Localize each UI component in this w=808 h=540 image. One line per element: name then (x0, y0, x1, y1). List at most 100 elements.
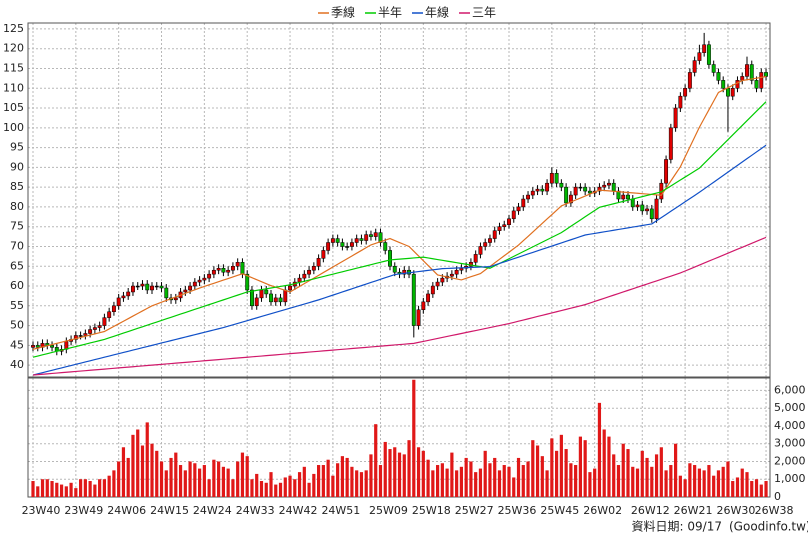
candle-body (521, 198, 526, 208)
candle-body (378, 232, 383, 243)
volume-bar (688, 463, 692, 497)
volume-bar (36, 486, 40, 497)
volume-bar (117, 461, 121, 497)
candle-body (540, 188, 545, 192)
volume-bar (307, 482, 311, 497)
candle-body (240, 262, 245, 275)
volume-bar (502, 465, 506, 497)
candle-body (321, 250, 326, 259)
candle-body (159, 285, 164, 289)
volume-bar (145, 422, 149, 497)
volume-bar (207, 479, 211, 497)
candle-body (759, 72, 764, 89)
candle-body (216, 267, 221, 271)
candle-body (564, 186, 569, 204)
candle-body (307, 269, 312, 275)
volume-bar (245, 456, 249, 497)
candle-body (502, 224, 507, 227)
candle-body (702, 44, 707, 53)
x-tick-label: 24W24 (193, 504, 232, 517)
volume-bar (74, 488, 78, 497)
volume-bar (597, 402, 602, 497)
volume-bar (188, 461, 192, 497)
volume-bar (336, 463, 340, 497)
volume-bar (431, 470, 435, 497)
volume-bar (288, 475, 292, 497)
data-date: 資料日期: 09/17 (632, 520, 722, 534)
x-tick-label: 25W27 (455, 504, 494, 517)
volume-bar (269, 472, 273, 497)
volume-bar (474, 472, 478, 497)
candle-body (535, 188, 540, 192)
candle-body (273, 297, 278, 303)
candle-body (587, 190, 592, 194)
volume-bar (493, 457, 497, 497)
volume-bar (607, 436, 611, 497)
y-tick-label: 40 (10, 358, 24, 371)
volume-bar (50, 481, 54, 497)
candle-body (78, 335, 83, 337)
x-tick-label: 25W45 (540, 504, 579, 517)
candle-body (254, 297, 259, 307)
volume-bar (221, 466, 225, 497)
volume-bar (345, 457, 349, 497)
candle-body (340, 242, 345, 247)
candle-body (245, 273, 250, 291)
candle-body (392, 266, 397, 273)
candle-body (678, 95, 683, 109)
volume-bar (535, 445, 540, 497)
candle-body (83, 333, 88, 336)
volume-bar (383, 441, 387, 497)
ma-line (32, 236, 767, 376)
x-tick-label: 26W38 (755, 504, 794, 517)
y-tick-label: 50 (10, 319, 24, 332)
volume-bar (226, 468, 230, 497)
candle-body (326, 242, 331, 251)
candle-body (235, 262, 240, 267)
volume-bar (183, 470, 187, 497)
volume-bar (635, 468, 640, 497)
y-tick-label: 120 (3, 42, 24, 55)
volume-bar (326, 459, 330, 497)
volume-bar (526, 461, 530, 497)
candle-body (35, 345, 40, 348)
volume-bar (497, 470, 502, 497)
volume-bar (693, 465, 697, 497)
candle-body (283, 289, 288, 303)
candle-body (626, 194, 630, 200)
volume-bar (364, 470, 368, 497)
candle-body (349, 242, 354, 247)
x-tick-label: 23W49 (64, 504, 103, 517)
candle-body (330, 238, 335, 243)
candle-body (483, 242, 488, 247)
panel-frame (27, 22, 771, 378)
candle-body (197, 279, 202, 283)
volume-bar (98, 479, 102, 497)
volume-bar (378, 465, 383, 497)
volume-bar (531, 440, 535, 497)
volume-bar (731, 481, 735, 497)
candle-body (192, 281, 197, 287)
volume-bar (426, 459, 430, 497)
candle-body (430, 285, 435, 295)
y-tick-label: 4,000 (774, 419, 806, 432)
volume-bar (645, 457, 649, 497)
y-tick-label: 1,000 (774, 472, 806, 485)
volume-bar (764, 481, 768, 497)
volume-bar (169, 457, 173, 497)
candle-body (435, 281, 440, 287)
volume-bar (507, 466, 511, 497)
candle-body (31, 345, 35, 348)
volume-bar (174, 452, 178, 497)
candle-body (549, 173, 554, 184)
volume-bar (259, 481, 264, 497)
volume-bar (555, 450, 559, 497)
volume-bar (483, 450, 487, 497)
candle-body (440, 277, 445, 283)
volume-bar (350, 466, 354, 497)
volume-bar (574, 465, 578, 497)
volume-bar (255, 473, 259, 497)
candle-body (497, 226, 502, 231)
volume-bar (616, 465, 621, 497)
candle-body (164, 287, 169, 299)
